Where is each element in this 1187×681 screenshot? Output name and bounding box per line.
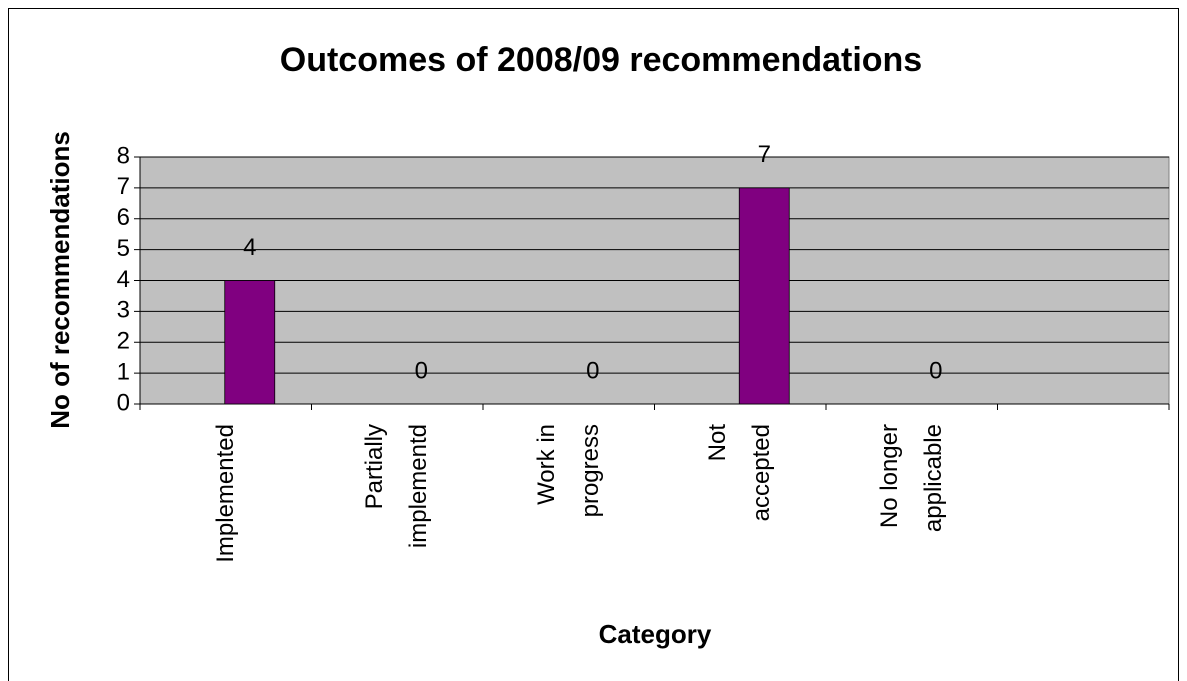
data-label: 7: [758, 141, 771, 168]
bar: [738, 187, 790, 405]
data-label: 0: [929, 357, 942, 384]
x-tick-label: Not accepted: [704, 424, 776, 522]
bar: [224, 280, 276, 405]
y-tick-label: 4: [117, 266, 130, 293]
x-tick-label: Partially implementd: [361, 424, 433, 549]
data-label: 0: [415, 357, 428, 384]
x-tick-label: No longer applicable: [875, 424, 947, 533]
y-tick-label: 3: [117, 297, 130, 324]
y-tick-label: 7: [117, 173, 130, 200]
data-label: 0: [586, 357, 599, 384]
y-tick-label: 0: [117, 389, 130, 416]
data-label: 4: [243, 234, 256, 261]
x-axis-label: Category: [599, 619, 712, 649]
chart-title: Outcomes of 2008/09 recommendations: [280, 41, 922, 79]
y-tick-label: 2: [117, 328, 130, 355]
y-tick-label: 5: [117, 235, 130, 262]
y-tick-label: 8: [117, 142, 130, 169]
y-axis-label: No of recommendations: [45, 131, 75, 429]
y-tick-label: 6: [117, 204, 130, 231]
x-tick-label: Work in progress: [532, 424, 604, 518]
y-tick-label: 1: [117, 358, 130, 385]
x-tick-label: Implemented: [211, 424, 239, 563]
